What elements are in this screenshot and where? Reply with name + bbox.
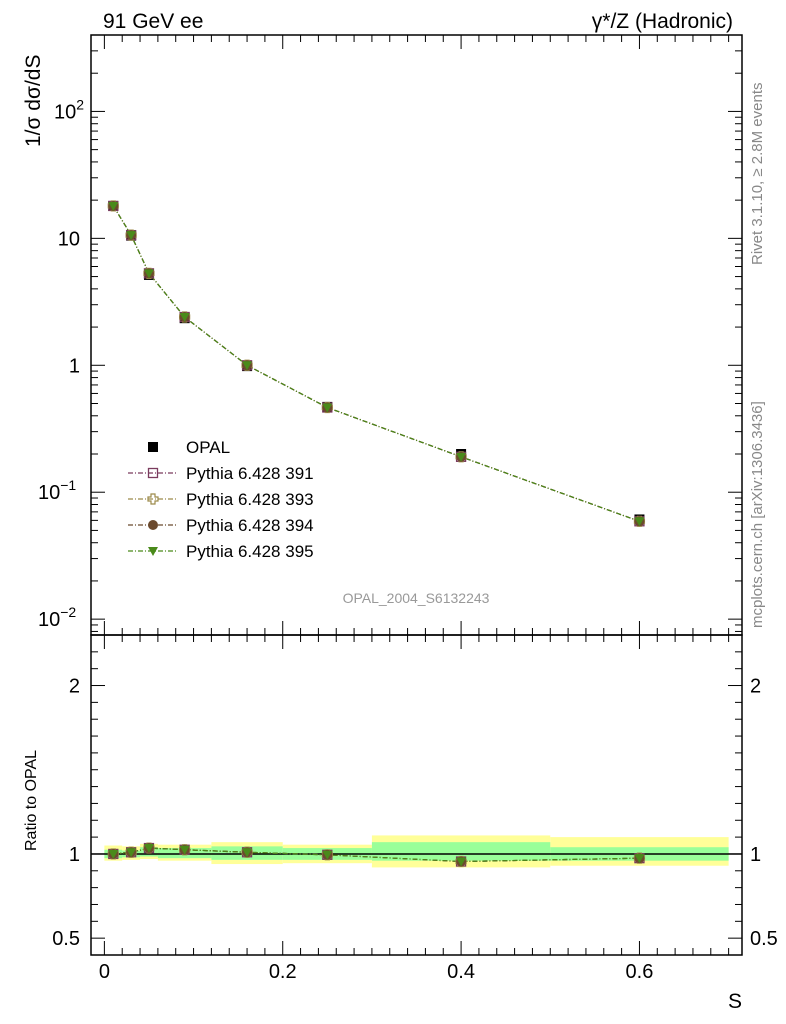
- ratio-series-4-point: [143, 844, 154, 854]
- main-y-axis-label: 1/σ dσ/dS: [22, 55, 45, 147]
- ratio-series-4-point: [242, 848, 253, 858]
- ratio-y-axis-label: Ratio to OPAL: [23, 750, 40, 851]
- legend-label-4: Pythia 6.428 395: [186, 542, 314, 561]
- x-tick-label: 0.2: [269, 961, 297, 983]
- ratio-stat-band: [371, 842, 551, 861]
- main-y-tick-label: 10−2: [38, 604, 76, 631]
- main-y-tick-label: 102: [54, 96, 84, 123]
- ratio-series-4-point: [634, 854, 645, 864]
- main-y-tick-label: 10: [58, 228, 80, 250]
- legend-label-opal: OPAL: [186, 438, 230, 457]
- axes: 0 0.2 0.4 0.6 10−2 10−1 1 10 102 0.5 0.5 1 1 2 2: [38, 34, 778, 983]
- ratio-frame: [90, 634, 743, 956]
- series-4-point: [242, 361, 253, 371]
- ratio-markers: [107, 842, 646, 868]
- mcplots-note: mcplots.cern.ch [arXiv:1306.3436]: [749, 401, 766, 628]
- x-tick-label: 0.4: [447, 961, 475, 983]
- ratio-series-4-point: [108, 849, 119, 859]
- ratio-y-tick-label-right: 1: [750, 844, 761, 866]
- series-4-point: [322, 403, 333, 413]
- series-4-point: [143, 269, 154, 279]
- ratio-series-4-point: [322, 850, 333, 860]
- ratio-series-4-point: [126, 848, 137, 858]
- legend-label-2: Pythia 6.428 393: [186, 490, 314, 509]
- series-4-point: [108, 201, 119, 211]
- analysis-watermark: OPAL_2004_S6132243: [343, 590, 490, 606]
- legend-marker-2: [147, 493, 159, 505]
- legend-marker-1: [147, 467, 159, 479]
- header-left: 91 GeV ee: [103, 10, 203, 33]
- ratio-series-4-point: [179, 845, 190, 855]
- ratio-y-tick-label: 2: [69, 676, 80, 698]
- x-tick-label: 0.6: [626, 961, 654, 983]
- legend-label-1: Pythia 6.428 391: [186, 464, 314, 483]
- ratio-y-tick-label-right: 0.5: [750, 928, 778, 950]
- legend-marker-3: [148, 520, 158, 530]
- legend-label-3: Pythia 6.428 394: [186, 516, 314, 535]
- legend-marker-opal: [148, 442, 158, 452]
- legend-marker-4: [148, 547, 158, 556]
- main-markers: [107, 200, 646, 527]
- x-tick-label: 0: [99, 961, 110, 983]
- main-y-tick-label: 1: [69, 355, 80, 377]
- header-right: γ*/Z (Hadronic): [592, 10, 733, 33]
- rivet-note: Rivet 3.1.10, ≥ 2.8M events: [749, 83, 766, 266]
- series-line-4: [112, 205, 640, 522]
- x-axis-label: S: [728, 990, 742, 1013]
- series-4-point: [456, 452, 467, 462]
- main-y-tick-label: 10−1: [38, 477, 76, 504]
- series-4-point: [179, 313, 190, 323]
- ratio-y-tick-label: 1: [69, 844, 80, 866]
- series-4-point: [126, 231, 137, 241]
- series-4-point: [634, 517, 645, 527]
- ratio-y-tick-label: 0.5: [52, 928, 80, 950]
- ratio-y-tick-label-right: 2: [750, 676, 761, 698]
- legend: OPAL Pythia 6.428 391 Pythia 6.428 393 Pyth…: [128, 438, 314, 561]
- ratio-series-4-point: [456, 857, 467, 867]
